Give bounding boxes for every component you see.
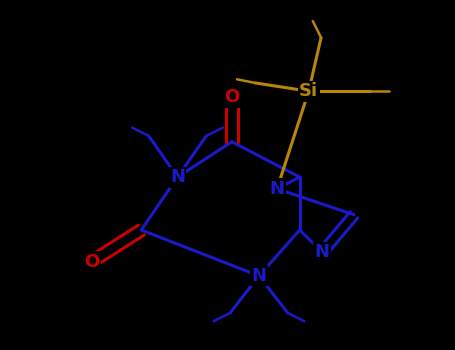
Text: N: N	[315, 243, 330, 261]
Text: O: O	[224, 88, 239, 106]
Text: N: N	[170, 168, 185, 186]
Text: N: N	[269, 180, 284, 198]
Text: Si: Si	[299, 82, 318, 100]
Text: N: N	[252, 267, 267, 285]
Text: O: O	[84, 253, 99, 271]
